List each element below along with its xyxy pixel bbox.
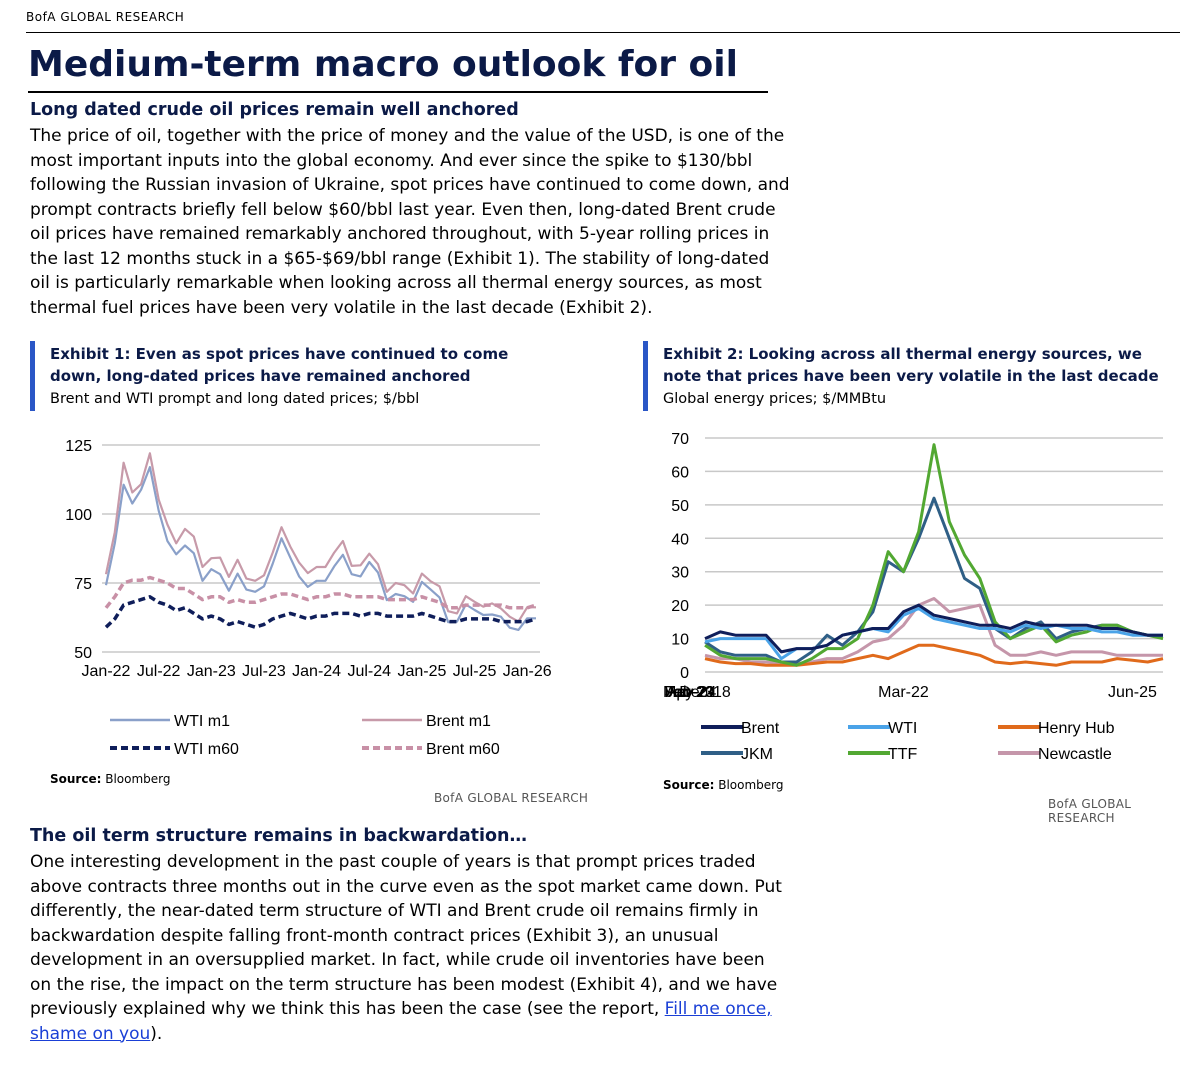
exhibit-2-footer: BofA GLOBAL RESEARCH [1048,797,1132,825]
y-tick-label: 60 [671,464,689,481]
legend-label-wti-m1: WTI m1 [174,713,230,730]
exhibit-1-title: Exhibit 1: Even as spot prices have cont… [50,345,509,385]
series-line-jkm [704,496,1163,664]
series-line-brent-m60 [104,575,537,610]
exhibit-2-title: Exhibit 2: Looking across all thermal en… [663,345,1159,385]
y-tick-label: 20 [671,598,689,615]
source-value: Bloomberg [718,778,784,792]
legend-label-ttf: TTF [888,746,918,763]
legend-label-brent: Brent [741,720,780,737]
exhibit-2-subtitle: Global energy prices; $/MMBtu [663,391,887,407]
legend-label-jkm: JKM [741,746,773,763]
series-line-brent [704,603,1163,654]
x-tick-label: Jul-24 [347,663,391,680]
y-tick-label: 75 [74,576,92,593]
x-tick-label: Jun-25 [1108,684,1157,701]
source-value: Bloomberg [105,772,171,786]
series-line-ttf [704,443,1164,667]
section-heading: The oil term structure remains in backwa… [30,826,528,846]
brand-label: BofA GLOBAL RESEARCH [26,10,185,24]
x-tick-label: Jul-22 [137,663,181,680]
legend-label-henry-hub: Henry Hub [1038,720,1115,737]
y-tick-label: 50 [671,498,689,515]
x-tick-label: Jan-24 [292,663,341,680]
y-tick-label: 0 [680,665,689,682]
y-tick-label: 10 [671,632,689,649]
y-tick-label: 30 [671,565,689,582]
section-body-text: One interesting development in the past … [30,852,782,1019]
legend-label-brent-m60: Brent m60 [426,741,500,758]
x-tick-label: Jul-25 [453,663,497,680]
source-label: Source: [663,778,715,792]
y-tick-label: 125 [65,438,92,455]
x-tick-label: Apr-23 [666,684,714,701]
exhibit-1-subtitle: Brent and WTI prompt and long dated pric… [50,391,420,407]
title-divider [28,91,768,93]
exhibit-accent-bar [30,341,35,411]
exhibit-1-footer: BofA GLOBAL RESEARCH [434,791,589,805]
legend-label-brent-m1: Brent m1 [426,713,491,730]
x-tick-label: Feb-21 [664,684,715,701]
x-tick-label: Jan-26 [503,663,552,680]
series-line-wti [704,607,1163,661]
legend-label-wti-m60: WTI m60 [174,741,239,758]
source-label: Source: [50,772,102,786]
page-title: Medium-term macro outlook for oil [28,44,738,85]
exhibit-2-source: Source: Bloomberg [663,778,784,792]
series-line-wti-m60 [104,595,537,629]
exhibit-accent-bar [643,341,648,411]
y-tick-label: 100 [65,507,92,524]
x-tick-label: Dec-18 [679,684,731,701]
x-tick-label: Jan-23 [187,663,236,680]
x-tick-label: May-24 [663,684,716,701]
legend-label-wti: WTI [888,720,917,737]
section-body-end: ). [150,1023,163,1044]
header-divider [26,32,1180,33]
x-tick-label: Jan-20 [665,684,714,701]
x-tick-label: Jan-22 [82,663,131,680]
report-link[interactable]: Fill me once, shame on you [30,999,772,1044]
x-tick-label: Jan-25 [397,663,446,680]
section-heading: Long dated crude oil prices remain well … [30,100,519,120]
y-tick-label: 70 [671,431,689,448]
x-tick-label: Jul-23 [242,663,286,680]
exhibit-1-source: Source: Bloomberg [50,772,171,786]
section-body: The price of oil, together with the pric… [30,126,790,318]
legend-label-newcastle: Newcastle [1038,746,1112,763]
y-tick-label: 50 [74,645,92,662]
exhibit-1-chart: 50 75 100 125 Jan-22 Jul-22 Jan-23 Jul-23 Jan-24… [65,438,552,758]
series-line-brent-m1 [104,452,536,623]
x-tick-label: Mar-22 [878,684,929,701]
series-line-henry-hub [704,643,1164,667]
series-line-newcastle [704,597,1163,666]
y-tick-label: 40 [671,531,689,548]
section-body: One interesting development in the past … [30,850,790,1046]
